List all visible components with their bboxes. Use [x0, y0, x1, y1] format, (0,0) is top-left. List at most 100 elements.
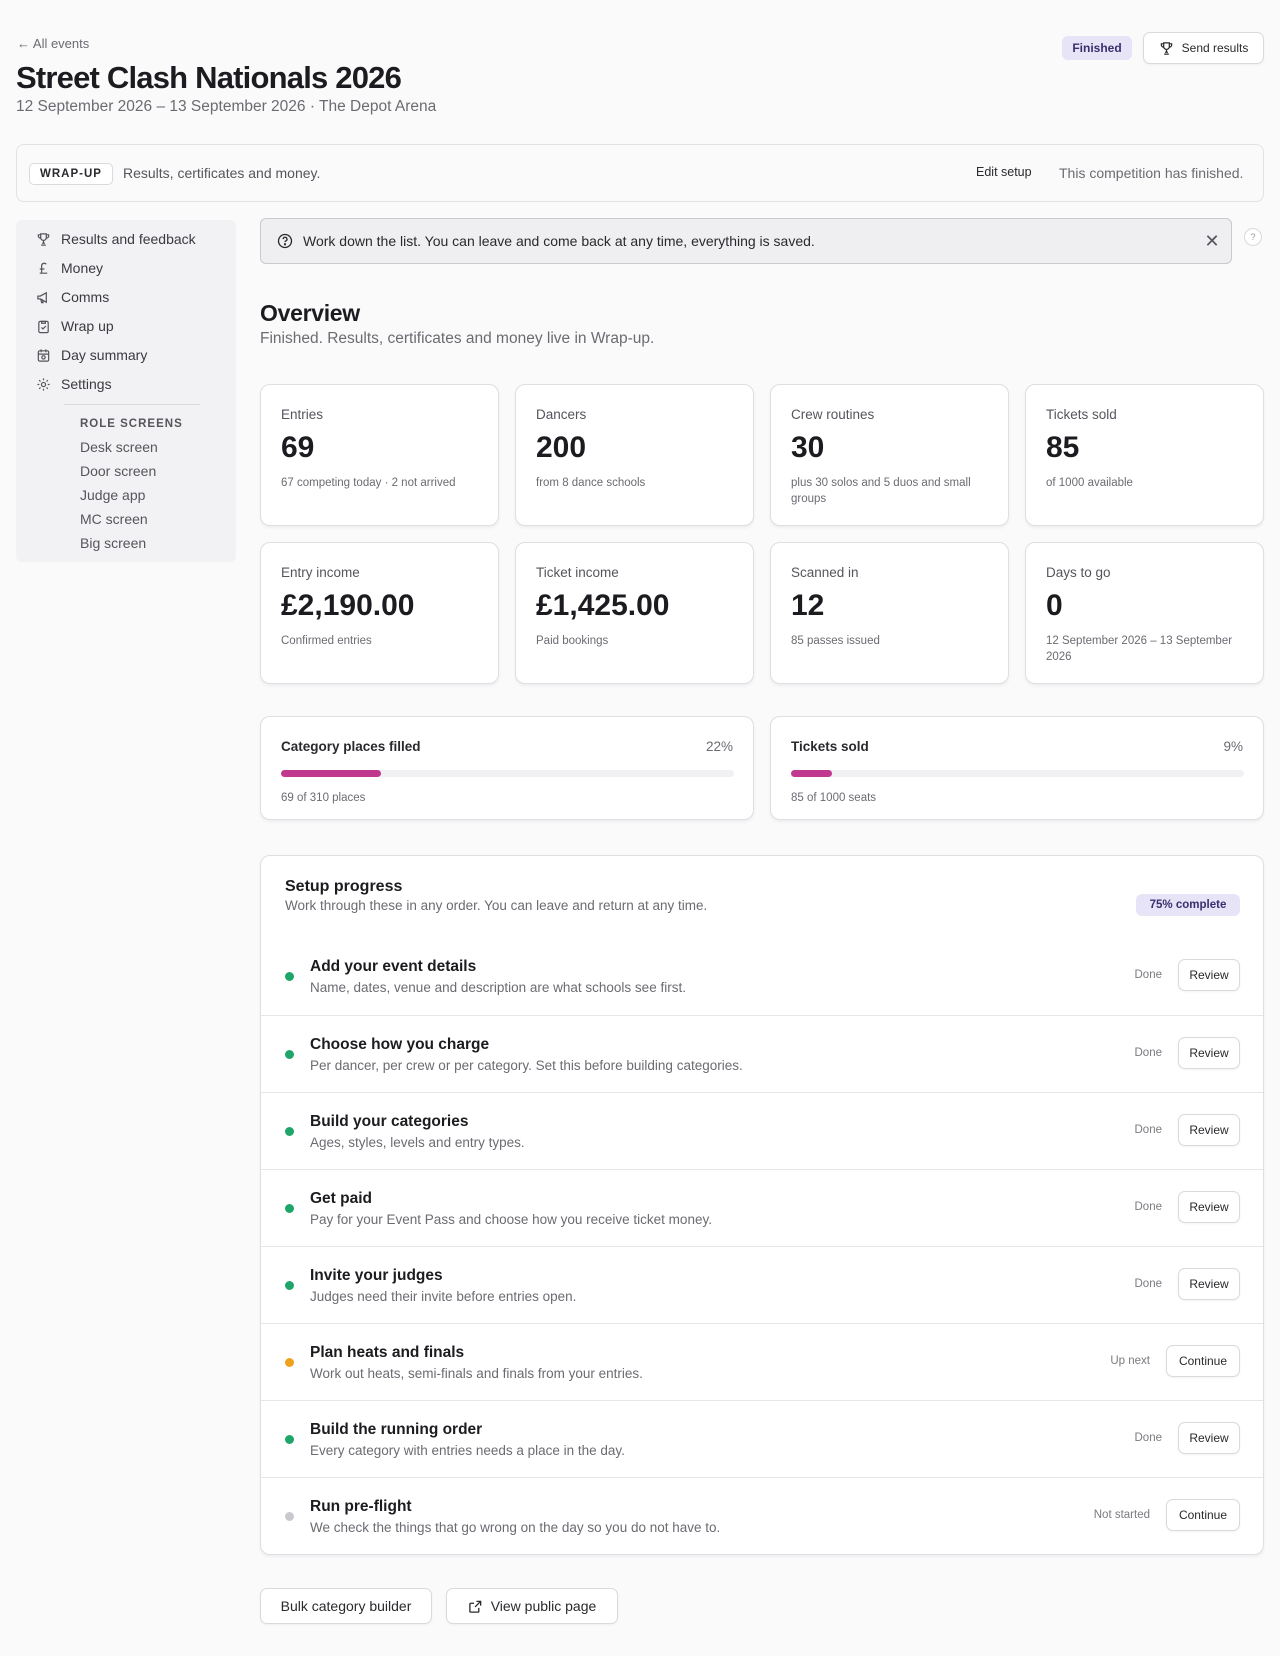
stat-label: Ticket income: [536, 565, 619, 580]
info-banner: Work down the list. You can leave and co…: [260, 218, 1232, 264]
step-description: We check the things that go wrong on the…: [310, 1520, 721, 1535]
stat-value: 69: [281, 431, 315, 464]
sidebar-item-label: Comms: [61, 289, 110, 305]
sidebar-divider: [64, 404, 200, 405]
step-state-label: Done: [1134, 1432, 1163, 1444]
step-title: Choose how you charge: [310, 1036, 490, 1053]
review-button[interactable]: Review: [1178, 959, 1240, 991]
stat-card-ticket-income: Ticket income £1,425.00 Paid bookings: [515, 542, 754, 684]
step-state-label: Done: [1134, 1201, 1163, 1213]
review-button[interactable]: Review: [1178, 1268, 1240, 1300]
continue-button[interactable]: Continue: [1166, 1345, 1240, 1377]
bulk-category-builder-button[interactable]: Bulk category builder: [260, 1588, 432, 1624]
stat-note: from 8 dance schools: [536, 477, 646, 489]
step-status-dot: [285, 1127, 294, 1136]
stat-note: of 1000 available: [1046, 477, 1133, 489]
progress-fill: [281, 770, 381, 777]
sidebar-item-label: Money: [61, 260, 104, 276]
review-button[interactable]: Review: [1178, 1191, 1240, 1223]
clipboard-icon: [38, 320, 49, 333]
back-link-label: ← All events: [17, 36, 90, 51]
step-status-dot: [285, 972, 294, 981]
role-item-mc-screen[interactable]: MC screen: [80, 511, 148, 527]
progress-note: 85 of 1000 seats: [791, 792, 877, 804]
sidebar-item-label: Wrap up: [61, 318, 114, 334]
external-link-icon: [468, 1600, 481, 1613]
stat-card-dancers: Dancers 200 from 8 dance schools: [515, 384, 754, 526]
page-title: Street Clash Nationals 2026: [16, 60, 402, 95]
send-results-button[interactable]: Send results: [1143, 32, 1264, 64]
stat-note: 85 passes issued: [791, 635, 880, 647]
stat-value: £1,425.00: [536, 589, 670, 622]
stat-value: 200: [536, 431, 587, 464]
sidebar-item-results[interactable]: Results and feedback: [36, 231, 196, 247]
page-subtitle: 12 September 2026 – 13 September 2026 · …: [16, 98, 437, 115]
send-results-label: Send results: [1181, 41, 1249, 55]
setup-title: Setup progress: [285, 878, 403, 895]
close-icon[interactable]: ✕: [1204, 230, 1220, 251]
step-status-dot: [285, 1435, 294, 1444]
continue-button[interactable]: Continue: [1166, 1499, 1240, 1531]
view-public-label: View public page: [490, 1598, 597, 1614]
stat-value: £2,190.00: [281, 589, 415, 622]
stat-card-entries: Entries 69 67 competing today · 2 not ar…: [260, 384, 499, 526]
review-button[interactable]: Review: [1178, 1037, 1240, 1069]
stat-value: 85: [1046, 431, 1080, 464]
stat-card-crew-routines: Crew routines 30 plus 30 solos and 5 duo…: [770, 384, 1009, 526]
setup-subtitle: Work through these in any order. You can…: [285, 898, 708, 913]
step-title: Build your categories: [310, 1113, 469, 1130]
step-state-label: Done: [1134, 969, 1163, 981]
sidebar-item-label: Day summary: [61, 347, 148, 363]
stat-label: Crew routines: [791, 407, 875, 422]
step-state-label: Done: [1134, 1278, 1163, 1290]
review-button[interactable]: Review: [1178, 1114, 1240, 1146]
setup-complete-badge: 75% complete: [1136, 894, 1240, 916]
stat-note: 67 competing today · 2 not arrived: [281, 477, 456, 489]
stat-label: Dancers: [536, 407, 587, 422]
stat-value: 0: [1046, 589, 1063, 622]
question-circle-icon: [277, 233, 293, 249]
step-description: Per dancer, per crew or per category. Se…: [310, 1058, 743, 1073]
sidebar-item-money[interactable]: Money: [36, 260, 103, 276]
sidebar-item-settings[interactable]: Settings: [36, 376, 112, 392]
step-status-dot: [285, 1512, 294, 1521]
progress-track: [791, 770, 1244, 777]
sidebar-item-wrap-up[interactable]: Wrap up: [36, 318, 114, 334]
stat-label: Entry income: [281, 565, 360, 580]
step-status-dot: [285, 1050, 294, 1059]
back-to-events-link[interactable]: ← All events: [17, 36, 89, 51]
setup-step: Invite your judges Judges need their invi…: [261, 1246, 1263, 1323]
step-title: Add your event details: [310, 958, 477, 975]
setup-step: Get paid Pay for your Event Pass and choo…: [261, 1169, 1263, 1246]
step-description: Every category with entries needs a plac…: [310, 1443, 625, 1458]
sidebar: Results and feedback Money Comms Wrap up…: [16, 220, 236, 562]
setup-step: Build your categories Ages, styles, level…: [261, 1092, 1263, 1169]
role-item-door-screen[interactable]: Door screen: [80, 463, 157, 479]
stat-card-scanned-in: Scanned in 12 85 passes issued: [770, 542, 1009, 684]
sidebar-item-label: Settings: [61, 376, 112, 392]
step-status-dot: [285, 1281, 294, 1290]
view-public-page-button[interactable]: View public page: [446, 1588, 618, 1624]
stage-tag: WRAP-UP: [29, 163, 113, 185]
help-button[interactable]: ?: [1244, 228, 1262, 246]
role-item-desk-screen[interactable]: Desk screen: [80, 439, 158, 455]
progress-note: 69 of 310 places: [281, 792, 366, 804]
step-title: Plan heats and finals: [310, 1344, 465, 1361]
setup-step: Add your event details Name, dates, venue…: [261, 938, 1263, 1015]
stat-note: Paid bookings: [536, 635, 609, 647]
progress-percent: 22%: [705, 739, 733, 754]
setup-step: Run pre-flight We check the things that g…: [261, 1477, 1263, 1554]
role-item-judge-app[interactable]: Judge app: [80, 487, 146, 503]
stat-card-entry-income: Entry income £2,190.00 Confirmed entries: [260, 542, 499, 684]
setup-step: Choose how you charge Per dancer, per cre…: [261, 1015, 1263, 1092]
stat-label: Days to go: [1046, 565, 1111, 580]
edit-setup-link[interactable]: Edit setup: [976, 165, 1032, 179]
review-button[interactable]: Review: [1178, 1422, 1240, 1454]
step-description: Name, dates, venue and description are w…: [310, 980, 686, 995]
role-screens-heading: ROLE SCREENS: [80, 418, 183, 430]
role-item-big-screen[interactable]: Big screen: [80, 535, 147, 551]
sidebar-item-comms[interactable]: Comms: [36, 289, 109, 305]
sidebar-item-day-summary[interactable]: Day summary: [36, 347, 147, 363]
status-badge: Finished: [1062, 36, 1132, 60]
stage-bar: WRAP-UP Results, certificates and money.…: [16, 144, 1264, 202]
